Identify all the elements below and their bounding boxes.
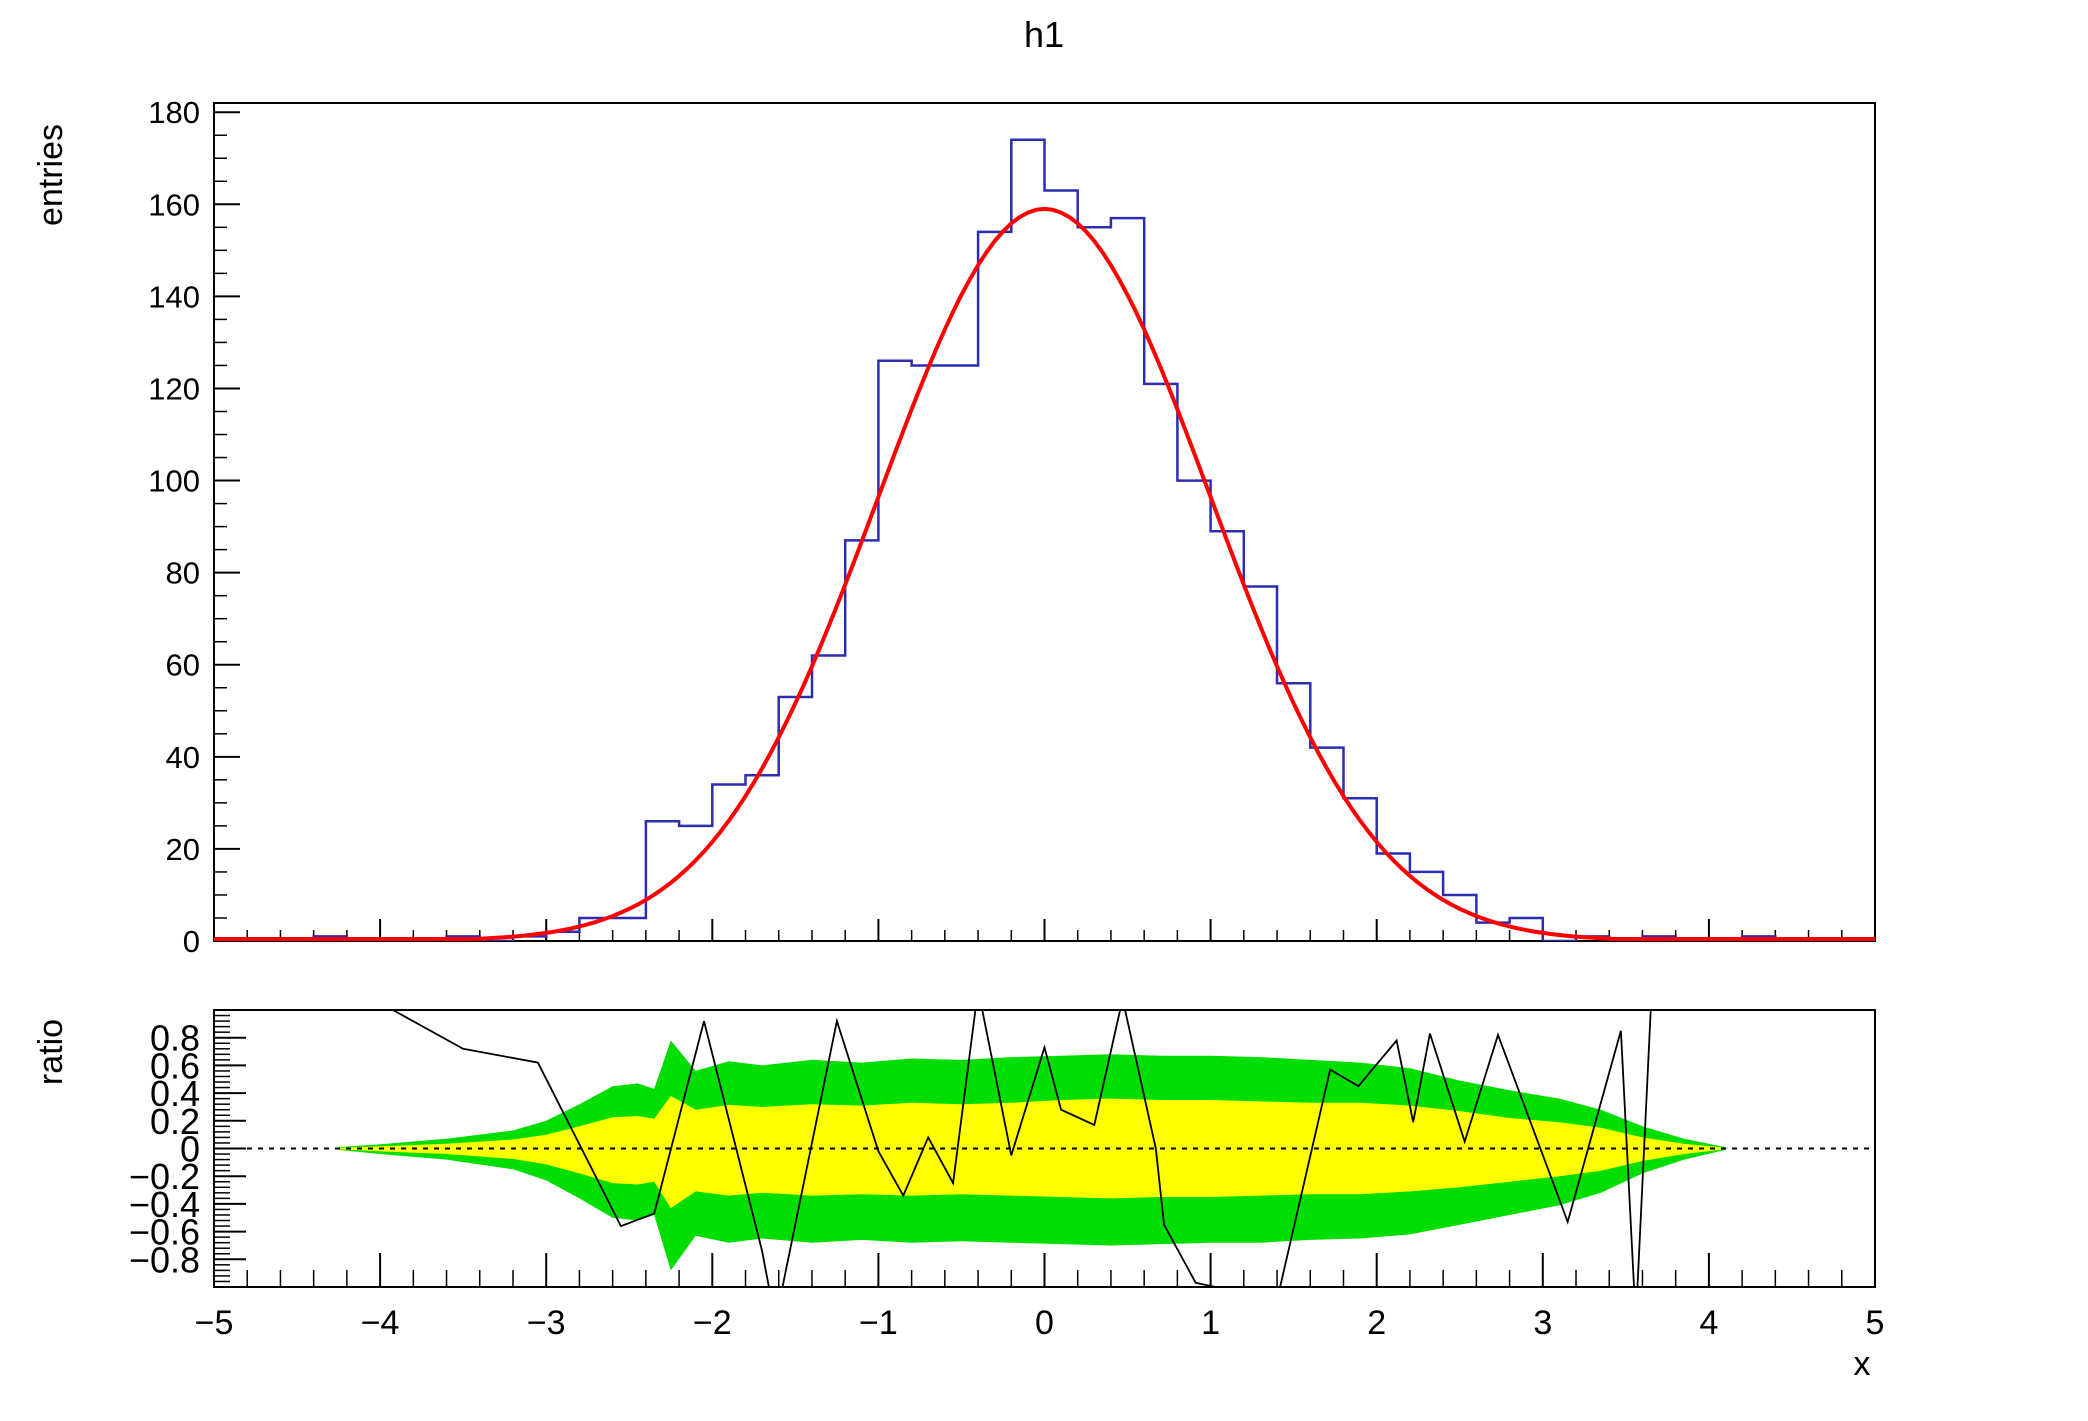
top-frame-border [213,102,1876,942]
residual-line [391,1010,1652,1287]
x-tick-label: 5 [1866,1304,1885,1342]
ratio-y-tick-label: −0.6 [129,1212,200,1253]
x-tick-label: −4 [361,1304,400,1342]
x-tick-label: −5 [195,1304,234,1342]
ratio-y-tick-label: 0 [180,1129,200,1170]
x-tick-label: −2 [693,1304,732,1342]
top-panel-y-axis-ticks [214,111,240,942]
yellow-band-1sigma [338,1095,1726,1209]
histogram-h1 [214,138,1875,941]
y-tick-label: 120 [148,371,200,406]
x-tick-label: −3 [527,1304,566,1342]
x-axis-title: x [1854,1345,1871,1383]
y-axis-title-entries: entries [32,124,70,226]
ratio-panel-y-axis-ticks [214,1014,246,1283]
residual-polyline [391,1010,1652,1287]
x-tick-label: 4 [1699,1304,1718,1342]
ratio-y-tick-label: −0.8 [129,1239,200,1280]
y-axis-title-ratio: ratio [32,1019,70,1085]
ratio-y-tick-label: 0.4 [150,1073,200,1114]
x-axis-tick-labels: −5 −4 −3 −2 −1 0 1 2 3 4 5 [195,1304,1885,1342]
ratio-panel-x-axis-ticks [213,1253,1876,1287]
top-panel-y-axis-labels: 0 20 40 60 80 100 120 140 160 180 [148,95,200,959]
ratio-y-tick-label: 0.6 [150,1045,200,1086]
y-tick-label: 100 [148,464,200,499]
x-tick-label: 3 [1533,1304,1552,1342]
histogram-outline [214,138,1875,941]
y-tick-label: 180 [148,95,200,130]
ratio-panel-y-axis-labels: −0.8−0.6−0.4−0.200.20.40.60.8 [129,1018,200,1281]
y-tick-label: 140 [148,279,200,314]
y-tick-label: 60 [166,648,200,683]
ratio-y-tick-label: 0.2 [150,1101,200,1142]
ratio-y-tick-label: −0.2 [129,1156,200,1197]
fit-curve-path [214,206,1875,941]
plot-title: h1 [1024,14,1064,55]
ratio-y-tick-label: −0.4 [129,1184,200,1225]
x-tick-label: 1 [1201,1304,1220,1342]
y-tick-label: 40 [166,740,200,775]
confidence-bands [338,1040,1726,1271]
y-tick-label: 0 [183,924,200,959]
y-tick-label: 160 [148,187,200,222]
x-tick-label: −1 [859,1304,898,1342]
y-tick-label: 20 [166,832,200,867]
y-tick-label: 80 [166,556,200,591]
x-tick-label: 0 [1035,1304,1054,1342]
x-tick-label: 2 [1367,1304,1386,1342]
top-panel-frame [213,102,1876,942]
ratio-y-tick-label: 0.8 [150,1018,200,1059]
gaussian-fit-curve [214,206,1875,941]
